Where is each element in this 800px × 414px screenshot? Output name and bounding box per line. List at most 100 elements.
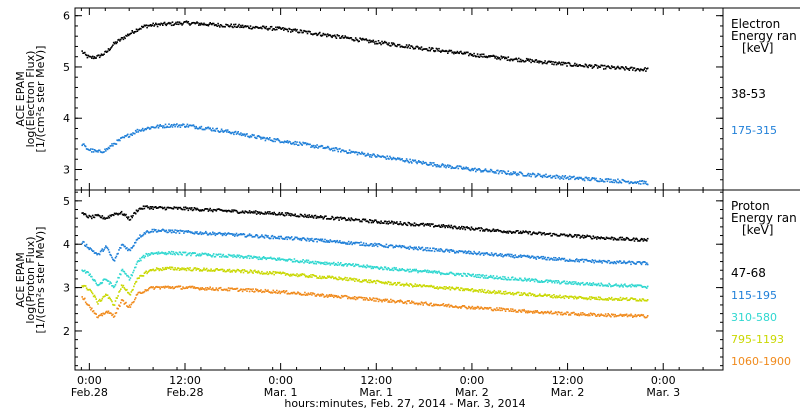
proton-data-point — [400, 300, 403, 302]
electron-data-point — [382, 42, 384, 45]
electron-data-point — [257, 135, 260, 137]
proton-data-point — [477, 291, 480, 293]
proton-data-point — [348, 218, 351, 221]
proton-data-point — [546, 311, 548, 314]
proton-data-point — [129, 218, 132, 221]
proton-data-point — [506, 279, 509, 281]
proton-data-point — [624, 283, 626, 285]
electron-data-point — [553, 175, 555, 178]
proton-data-point — [488, 292, 490, 294]
proton-data-point — [625, 313, 628, 316]
electron-data-point — [519, 58, 522, 61]
proton-data-point — [246, 290, 248, 292]
proton-data-point — [204, 208, 206, 210]
proton-data-point — [321, 293, 324, 295]
electron-data-point — [122, 136, 125, 139]
proton-data-point — [203, 232, 205, 235]
x-tick-date-label: Mar. 1 — [359, 386, 393, 399]
electron-data-point — [400, 158, 403, 161]
proton-data-point — [117, 308, 119, 310]
electron-data-point — [391, 43, 394, 46]
proton-data-point — [592, 296, 595, 299]
proton-data-point — [119, 213, 121, 215]
electron-series-38-53 — [81, 20, 649, 72]
proton-data-point — [361, 296, 364, 299]
proton-data-point — [352, 263, 354, 265]
proton-data-point — [292, 214, 295, 217]
electron-data-point — [336, 148, 339, 151]
proton-data-point — [470, 306, 473, 309]
proton-data-point — [205, 252, 207, 255]
proton-data-point — [318, 216, 320, 218]
proton-data-point — [127, 292, 130, 294]
proton-data-point — [240, 233, 243, 236]
proton-data-point — [272, 289, 275, 292]
proton-data-point — [401, 224, 403, 226]
proton-data-point — [516, 291, 518, 294]
proton-data-point — [169, 230, 171, 233]
proton-data-point — [158, 286, 161, 288]
proton-data-point — [439, 304, 441, 307]
proton-data-point — [141, 208, 144, 210]
proton-data-point — [624, 239, 626, 241]
proton-data-point — [287, 273, 289, 276]
proton-data-point — [291, 239, 294, 241]
proton-data-point — [153, 288, 155, 290]
proton-data-point — [520, 311, 523, 313]
proton-data-point — [214, 209, 217, 211]
proton-data-point — [608, 260, 610, 262]
proton-data-point — [551, 234, 553, 237]
proton-data-point — [614, 238, 616, 240]
proton-data-point — [612, 298, 615, 301]
proton-data-point — [182, 286, 184, 288]
electron-data-point — [186, 21, 189, 24]
proton-data-point — [521, 255, 524, 257]
electron-data-point — [236, 132, 239, 134]
proton-data-point — [525, 311, 527, 314]
proton-data-point — [228, 268, 231, 271]
electron-data-point — [134, 132, 136, 135]
electron-data-point — [245, 25, 247, 28]
proton-data-point — [461, 305, 464, 307]
electron-data-point — [453, 52, 455, 55]
electron-data-point — [619, 67, 622, 70]
electron-data-point — [276, 28, 278, 31]
proton-data-point — [97, 303, 99, 305]
electron-data-point — [108, 147, 111, 150]
electron-data-point — [255, 137, 258, 140]
proton-data-point — [334, 263, 337, 265]
proton-data-point — [482, 229, 485, 231]
proton-data-point — [397, 281, 399, 284]
proton-y-tick-label: 5 — [63, 195, 70, 208]
proton-data-point — [553, 256, 555, 259]
proton-data-point — [346, 277, 348, 279]
proton-data-point — [177, 267, 180, 269]
electron-data-point — [343, 150, 346, 153]
proton-data-point — [441, 225, 444, 228]
proton-data-point — [581, 236, 583, 238]
proton-data-point — [532, 294, 535, 297]
proton-data-point — [343, 216, 346, 219]
electron-data-point — [468, 169, 471, 172]
electron-data-point — [527, 58, 530, 60]
proton-data-point — [113, 260, 116, 262]
electron-data-point — [643, 180, 645, 183]
proton-data-point — [311, 214, 313, 217]
electron-data-point — [401, 158, 403, 160]
proton-data-point — [531, 278, 533, 280]
proton-data-point — [557, 280, 560, 282]
electron-data-point — [532, 173, 535, 175]
electron-data-point — [581, 65, 583, 67]
electron-data-point — [444, 164, 446, 167]
electron-data-point — [611, 66, 614, 69]
proton-data-point — [409, 245, 411, 248]
proton-data-point — [519, 254, 522, 256]
proton-data-point — [199, 269, 202, 271]
electron-data-point — [517, 60, 519, 63]
proton-data-point — [629, 261, 631, 263]
proton-data-point — [329, 276, 332, 279]
proton-data-point — [315, 295, 318, 297]
proton-data-point — [568, 258, 571, 261]
proton-data-point — [383, 245, 385, 248]
electron-data-point — [271, 29, 274, 31]
